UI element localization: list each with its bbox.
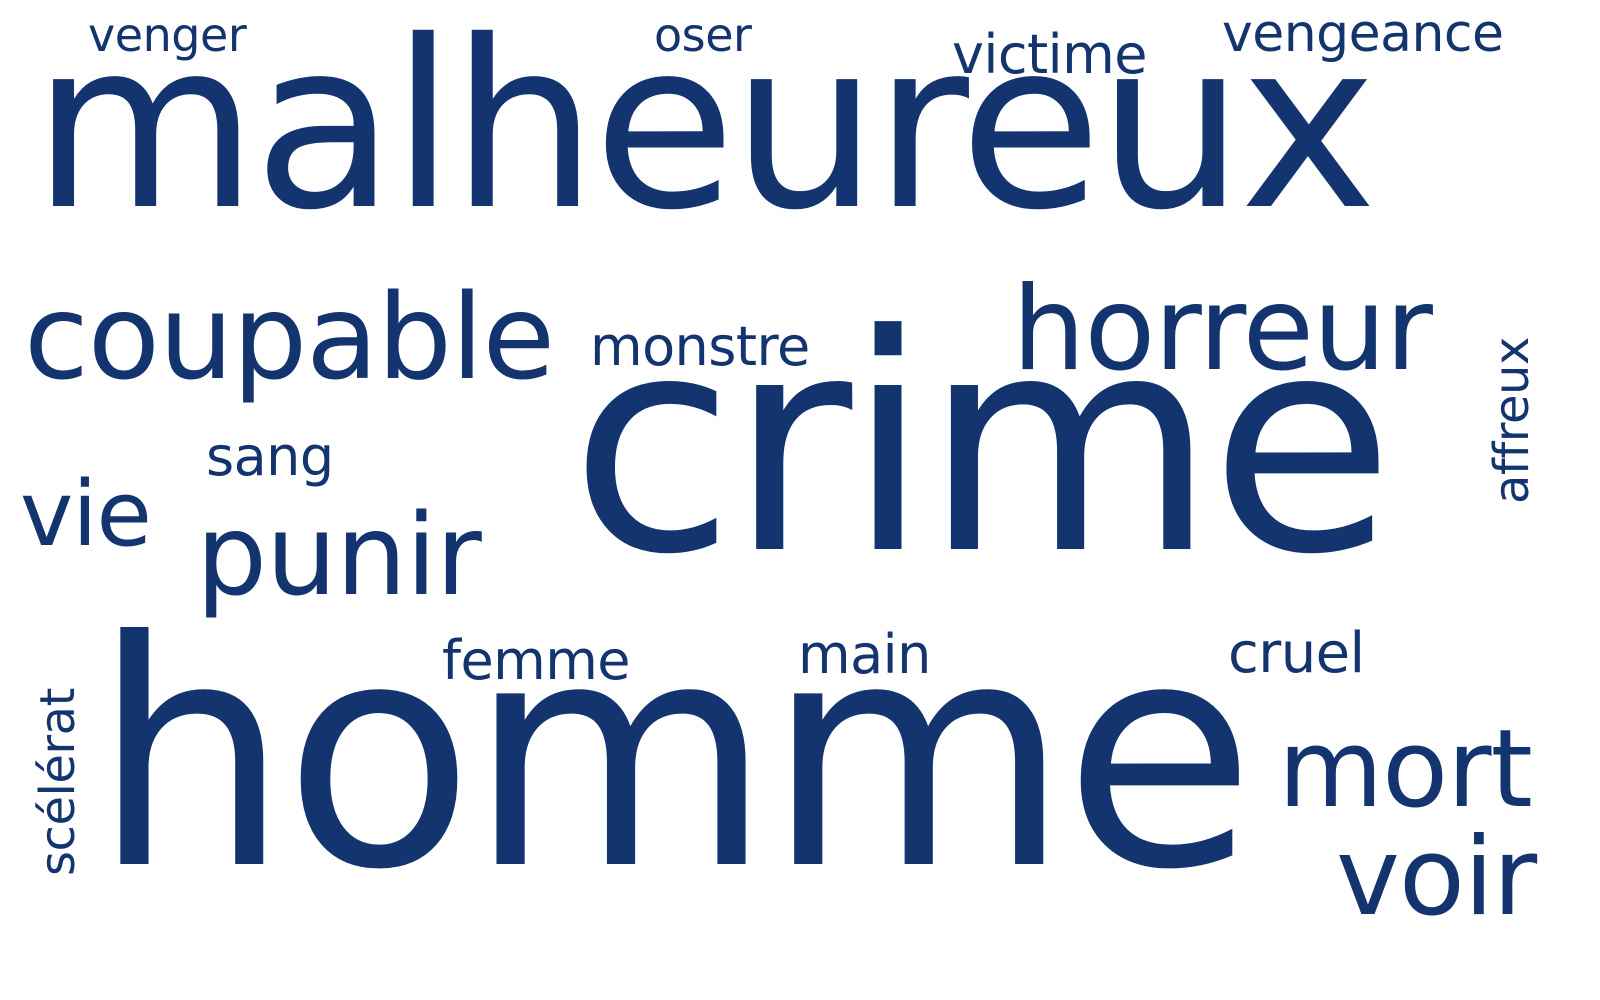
word-femme: femme (442, 629, 631, 692)
word-sang: sang (206, 425, 334, 488)
word-scelerat: scélérat (30, 688, 86, 876)
word-mort: mort (1278, 707, 1533, 832)
word-venger: venger (88, 8, 247, 62)
word-vengeance: vengeance (1222, 4, 1504, 64)
word-victime: victime (952, 23, 1147, 86)
word-vie: vie (20, 462, 152, 567)
word-affreux: affreux (1484, 337, 1540, 504)
word-malheureux: malheureux (32, 0, 1377, 261)
word-horreur: horreur (1012, 262, 1433, 397)
word-crime: crime (570, 271, 1394, 620)
word-monstre: monstre (590, 315, 810, 378)
word-homme: homme (92, 574, 1255, 938)
word-cruel: cruel (1228, 621, 1365, 686)
word-coupable: coupable (24, 268, 555, 406)
word-voir: voir (1336, 815, 1537, 940)
word-oser: oser (654, 8, 752, 62)
word-main: main (798, 623, 931, 686)
word-punir: punir (196, 491, 482, 621)
